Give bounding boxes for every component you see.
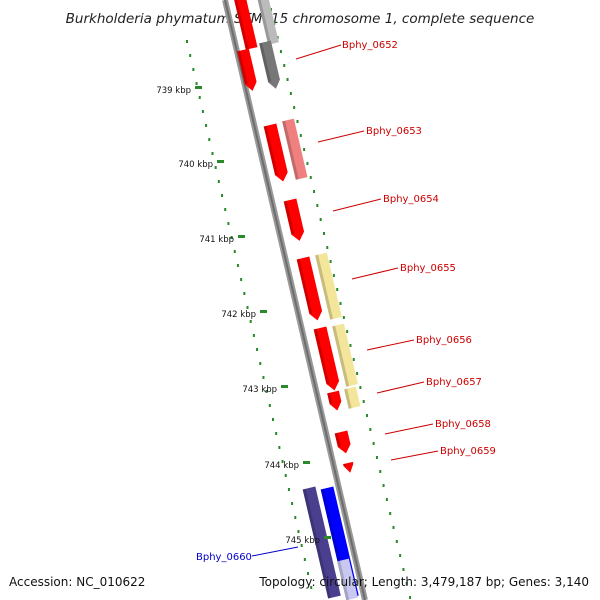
gene-feature-0657-a[interactable] xyxy=(332,323,358,387)
gene-feature-0652-d[interactable] xyxy=(259,40,280,89)
gene-feature-0657-b[interactable] xyxy=(344,386,361,409)
gene-feature-0654[interactable] xyxy=(283,198,305,241)
gene-feature-0657-c[interactable] xyxy=(327,390,342,411)
gene-leader-line xyxy=(295,44,342,60)
gene-leader-line xyxy=(390,450,439,461)
gene-label-bphy-0656[interactable]: Bphy_0656 xyxy=(416,335,472,346)
gene-label-bphy-0658[interactable]: Bphy_0658 xyxy=(435,419,491,430)
gene-leader-line xyxy=(351,267,399,280)
gene-feature-0660-c[interactable] xyxy=(337,558,358,600)
tick-mark xyxy=(303,461,310,464)
gene-label-bphy-0653[interactable]: Bphy_0653 xyxy=(366,126,422,137)
tick-mark xyxy=(260,310,267,313)
gene-leader-line xyxy=(332,198,382,212)
tick-mark xyxy=(217,160,224,163)
gene-feature-0656[interactable] xyxy=(313,326,340,391)
tick-mark xyxy=(238,235,245,238)
gene-feature-0653-b[interactable] xyxy=(282,118,308,180)
gene-feature-0652-b[interactable] xyxy=(237,48,257,91)
tick-label: 745 kbp xyxy=(285,536,320,546)
tick-label: 739 kbp xyxy=(156,86,191,96)
tick-mark xyxy=(281,385,288,388)
map-title: Burkholderia phymatum STM815 chromosome … xyxy=(66,11,535,27)
gene-label-bphy-0652[interactable]: Bphy_0652 xyxy=(342,40,398,51)
gene-feature-0658[interactable] xyxy=(334,430,351,454)
gene-feature-0655-b[interactable] xyxy=(315,252,342,320)
tick-label: 744 kbp xyxy=(264,461,299,471)
gene-label-bphy-0657[interactable]: Bphy_0657 xyxy=(426,377,482,388)
sequence-backbone xyxy=(222,0,368,600)
gene-leader-line xyxy=(384,423,434,435)
tick-label: 743 kbp xyxy=(242,385,277,395)
gene-leader-line xyxy=(366,339,415,351)
gene-leader-line xyxy=(376,381,425,394)
gene-label-bphy-0654[interactable]: Bphy_0654 xyxy=(383,194,439,205)
outer-tick-track xyxy=(270,8,412,599)
inner-tick-track xyxy=(186,40,313,589)
tick-mark xyxy=(324,536,331,539)
tick-mark xyxy=(195,86,202,89)
gene-feature-0655-a[interactable] xyxy=(296,256,323,321)
gene-feature-0652-c[interactable] xyxy=(256,0,279,45)
gene-label-bphy-0655[interactable]: Bphy_0655 xyxy=(400,263,456,274)
gene-label-bphy-0660[interactable]: Bphy_0660 xyxy=(196,552,252,563)
sequence-summary: Topology: circular; Length: 3,479,187 bp… xyxy=(258,575,589,589)
gene-label-bphy-0659[interactable]: Bphy_0659 xyxy=(440,446,496,457)
gene-feature-0659[interactable] xyxy=(343,461,354,473)
tick-label: 742 kbp xyxy=(221,310,256,320)
gene-leader-line xyxy=(251,546,299,557)
gene-feature-0652-a[interactable] xyxy=(232,0,258,50)
gene-feature-0653-a[interactable] xyxy=(263,123,288,182)
gene-feature-0660-a[interactable] xyxy=(302,486,341,599)
accession-text: Accession: NC_010622 xyxy=(9,575,145,589)
gene-leader-line xyxy=(317,130,365,143)
tick-label: 740 kbp xyxy=(178,160,213,170)
tick-label: 741 kbp xyxy=(199,235,234,245)
